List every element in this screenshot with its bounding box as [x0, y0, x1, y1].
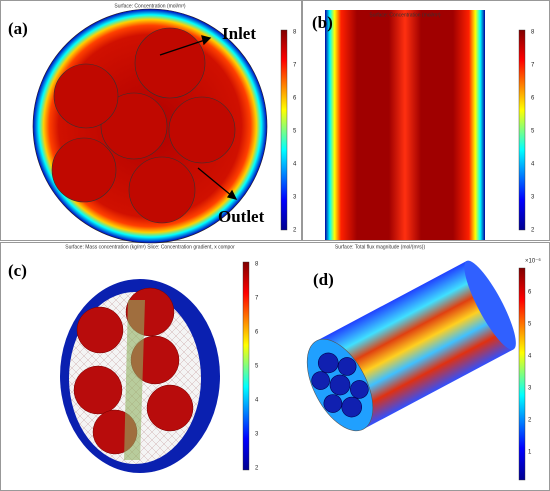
colorbar-tick-label: 3	[531, 195, 535, 201]
panel-title: Surface: Total flux magnitude (mol/(m²s)…	[335, 244, 426, 250]
colorbar-tick-label: 2	[255, 466, 259, 472]
colorbar-tick-label: 4	[255, 398, 259, 404]
colorbar-tick-label: 5	[255, 364, 259, 370]
colorbar-tick-label: 8	[255, 262, 259, 268]
fiber-circles	[51, 27, 236, 224]
panel-title: Surface: Concentration (mol/m³)	[369, 12, 440, 18]
colorbar-tick-label: 3	[293, 195, 297, 201]
colorbar-tick-label: 6	[293, 96, 297, 102]
concentration-field	[325, 10, 485, 240]
colorbar-exponent: ×10⁻⁶	[525, 258, 541, 265]
colorbar	[518, 29, 526, 231]
colorbar-tick-label: 8	[293, 30, 297, 36]
colorbar-tick-label: 6	[531, 96, 535, 102]
colorbar-tick-label: 7	[531, 63, 535, 69]
colorbar-tick-label: 2	[293, 228, 297, 234]
annotation: Outlet	[218, 207, 265, 226]
colorbar-tick-label: 3	[255, 432, 259, 438]
colorbar-tick-label: 7	[293, 63, 297, 69]
gradient-slice	[124, 300, 145, 460]
colorbar-tick-label: 4	[531, 162, 535, 168]
colorbar-tick-label: 4	[293, 162, 297, 168]
colorbar-tick-label: 6	[528, 290, 532, 296]
cylinder	[306, 260, 516, 432]
colorbar	[242, 261, 250, 471]
colorbar-tick-label: 5	[528, 322, 532, 328]
panel-title: Surface: Concentration (mol/m³)	[114, 3, 185, 9]
colorbar	[518, 267, 526, 481]
colorbar-tick-label: 8	[531, 30, 535, 36]
arrows	[159, 35, 238, 200]
panel-label: (c)	[8, 261, 27, 280]
panel-label: (b)	[312, 13, 333, 32]
colorbar-tick-label: 4	[528, 354, 532, 360]
colorbar-tick-label: 6	[255, 330, 259, 336]
panel-label: (d)	[313, 270, 334, 289]
colorbar-tick-label: 5	[531, 129, 535, 135]
colorbar-tick-label: 7	[255, 296, 259, 302]
colorbar-tick-label: 2	[531, 228, 535, 234]
colorbar-tick-label: 2	[528, 418, 532, 424]
colorbar-tick-label: 5	[293, 129, 297, 135]
colorbar-tick-label: 3	[528, 386, 532, 392]
panel-label: (a)	[8, 19, 28, 38]
annotation: Inlet	[222, 24, 256, 43]
colorbar	[280, 29, 288, 231]
panel-title: Surface: Mass concentration (kg/m³) Slic…	[65, 244, 235, 250]
colorbar-tick-label: 1	[528, 450, 532, 456]
